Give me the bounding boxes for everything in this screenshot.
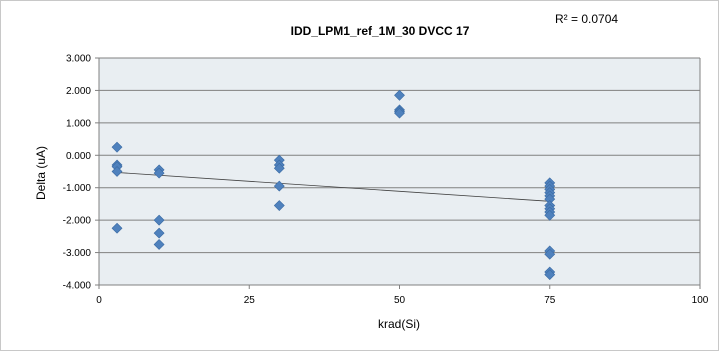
x-tick-label: 75 bbox=[544, 295, 556, 306]
x-tick-label: 25 bbox=[244, 295, 256, 306]
x-tick-label: 100 bbox=[692, 295, 709, 306]
tick-labels: 3.000 2.000 1.000 0.000 -1.000 -2.000 -3.000 -4… bbox=[63, 54, 709, 307]
x-axis-title: krad(Si) bbox=[378, 317, 420, 331]
data-point bbox=[544, 209, 556, 221]
data-point bbox=[544, 248, 556, 260]
data-point bbox=[111, 166, 123, 177]
chart-title: IDD_LPM1_ref_1M_30 DVCC 17 bbox=[291, 24, 470, 38]
y-tick-label: 0.000 bbox=[66, 151, 91, 162]
data-points bbox=[111, 89, 556, 281]
y-tick-label: -4.000 bbox=[63, 281, 92, 292]
x-tick-label: 0 bbox=[96, 295, 102, 306]
trendline bbox=[117, 172, 550, 202]
data-point bbox=[111, 222, 123, 234]
trendline-layer bbox=[117, 172, 550, 202]
data-point bbox=[394, 107, 405, 119]
data-point bbox=[273, 200, 285, 211]
y-tick-label: -2.000 bbox=[63, 216, 92, 227]
data-point bbox=[153, 239, 165, 250]
y-tick-label: 1.000 bbox=[66, 118, 91, 129]
data-point bbox=[544, 269, 556, 281]
axes bbox=[98, 58, 701, 286]
data-point bbox=[273, 180, 285, 192]
data-point bbox=[153, 227, 165, 239]
data-point bbox=[273, 162, 285, 174]
y-tick-label: 3.000 bbox=[66, 54, 91, 65]
y-tick-label: -3.000 bbox=[63, 248, 92, 259]
y-tick-label: -1.000 bbox=[63, 183, 92, 194]
data-point bbox=[394, 89, 405, 101]
y-tick-label: 2.000 bbox=[66, 86, 91, 97]
y-axis-title: Delta (uA) bbox=[34, 146, 48, 200]
data-point bbox=[111, 141, 123, 153]
data-point bbox=[153, 214, 165, 226]
data-point bbox=[153, 167, 165, 179]
r-squared-label: R² = 0.0704 bbox=[555, 12, 618, 26]
x-tick-label: 50 bbox=[394, 295, 406, 306]
